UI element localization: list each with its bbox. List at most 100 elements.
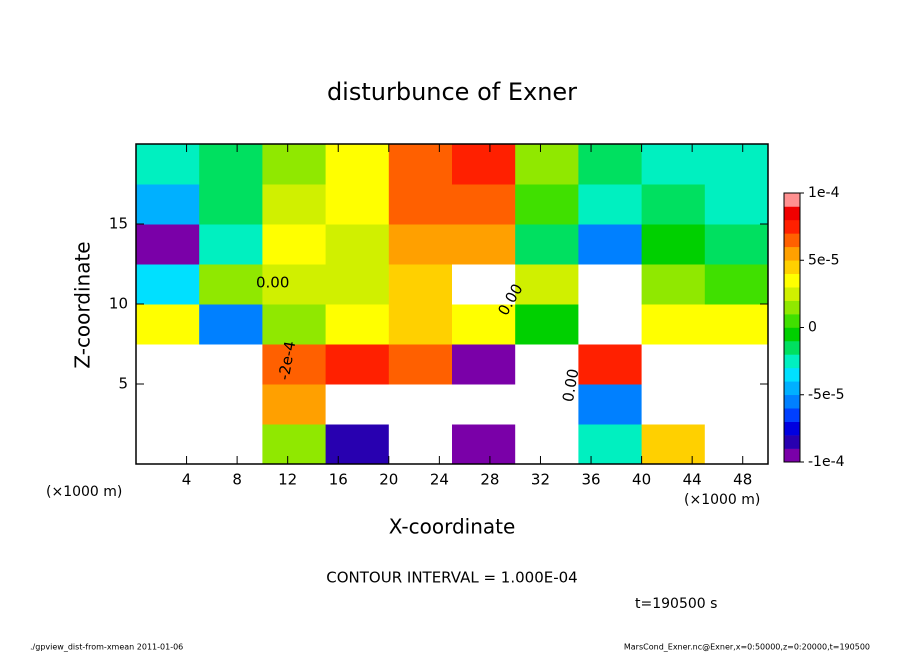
field-cell: [136, 144, 200, 185]
field-cell: [452, 264, 516, 305]
colorbar-tick-label: 1e-4: [808, 185, 840, 201]
colorbar-band: [784, 354, 800, 369]
colorbar-band: [784, 246, 800, 261]
field-cell: [515, 304, 579, 345]
field-cell: [136, 384, 200, 425]
colorbar-tick-label: 5e-5: [808, 252, 839, 268]
field-cell: [452, 184, 516, 225]
field-cell: [452, 144, 516, 185]
chart-title: disturbunce of Exner: [327, 78, 577, 106]
colorbar-tick-label: 0: [808, 320, 817, 336]
field-cell: [704, 264, 769, 305]
field-cell: [136, 184, 200, 225]
y-tick-label: 15: [109, 215, 128, 233]
footer-right: MarsCond_Exner.nc@Exner,x=0:50000,z=0:20…: [624, 643, 870, 652]
field-cell: [452, 224, 516, 265]
field-cell: [578, 384, 643, 425]
y-tick-label: 10: [109, 295, 128, 313]
field-cell: [388, 224, 453, 265]
field-cell: [515, 384, 579, 425]
field-cell: [262, 304, 327, 345]
field-cell: [641, 384, 706, 425]
field-cell: [704, 184, 769, 225]
x-tick-label: 40: [632, 471, 651, 489]
colorbar-band: [784, 193, 800, 207]
field-cell: [262, 264, 327, 305]
field-cell: [515, 184, 579, 225]
field-cell: [515, 144, 579, 185]
x-tick-label: 32: [531, 471, 550, 489]
field-cell: [136, 424, 200, 465]
field-cell: [452, 304, 516, 345]
field-cell: [388, 424, 453, 465]
colorbar-band: [784, 287, 800, 301]
field-cell: [704, 144, 769, 185]
field-cell: [452, 344, 516, 385]
x-tick-label: 48: [733, 471, 752, 489]
field-cell: [262, 144, 327, 185]
field-cell: [388, 344, 453, 385]
field-cell: [199, 264, 263, 305]
y-axis-label: Z-coordinate: [71, 241, 95, 368]
colorbar-band: [784, 327, 800, 342]
field-cell: [704, 384, 769, 425]
x-axis-label: X-coordinate: [389, 515, 516, 539]
field-cell: [325, 344, 390, 385]
field-cell: [578, 424, 643, 465]
field-cell: [388, 304, 453, 345]
field-cell: [641, 424, 706, 465]
x-tick-label: 16: [329, 471, 348, 489]
field-cell: [136, 264, 200, 305]
field-cell: [388, 184, 453, 225]
field: [136, 144, 769, 465]
x-tick-label: 20: [379, 471, 398, 489]
colorbar-band: [784, 394, 800, 409]
field-cell: [515, 224, 579, 265]
colorbar-band: [784, 435, 800, 449]
field-cell: [704, 344, 769, 385]
y-tick-label: 5: [118, 375, 128, 393]
field-cell: [325, 264, 390, 305]
field-cell: [262, 384, 327, 425]
contour-label: 0.00: [559, 367, 583, 403]
field-cell: [578, 264, 643, 305]
colorbar-band: [784, 448, 800, 463]
colorbar-band: [784, 381, 800, 396]
field-cell: [325, 424, 390, 465]
field-cell: [452, 424, 516, 465]
field-cell: [452, 384, 516, 425]
x-unit-label: (×1000 m): [46, 484, 122, 500]
field-cell: [578, 184, 643, 225]
field-cell: [515, 344, 579, 385]
field-cell: [262, 184, 327, 225]
time-label: t=190500 s: [635, 596, 717, 612]
field-cell: [704, 304, 769, 345]
colorbar-tick-label: -5e-5: [808, 387, 845, 403]
colorbar-band: [784, 206, 800, 221]
colorbar-tick-label: -1e-4: [808, 454, 845, 470]
contour-label: 0.00: [256, 274, 289, 292]
field-cell: [199, 304, 263, 345]
field-cell: [578, 344, 643, 385]
colorbar-band: [784, 260, 800, 274]
field-cell: [199, 184, 263, 225]
field-cell: [325, 224, 390, 265]
field-cell: [578, 144, 643, 185]
colorbar-band: [784, 421, 800, 436]
field-cell: [704, 224, 769, 265]
field-cell: [199, 224, 263, 265]
colorbar-band: [784, 340, 800, 355]
field-cell: [136, 304, 200, 345]
field-cell: [262, 224, 327, 265]
footer-left: ./gpview_dist-from-xmean 2011-01-06: [30, 643, 183, 652]
field-cell: [578, 304, 643, 345]
field-cell: [262, 424, 327, 465]
field-cell: [641, 344, 706, 385]
field-cell: [641, 264, 706, 305]
field-cell: [199, 424, 263, 465]
x-tick-label: 4: [182, 471, 192, 489]
field-cell: [704, 424, 769, 465]
x-tick-label: 8: [232, 471, 242, 489]
field-cell: [325, 184, 390, 225]
